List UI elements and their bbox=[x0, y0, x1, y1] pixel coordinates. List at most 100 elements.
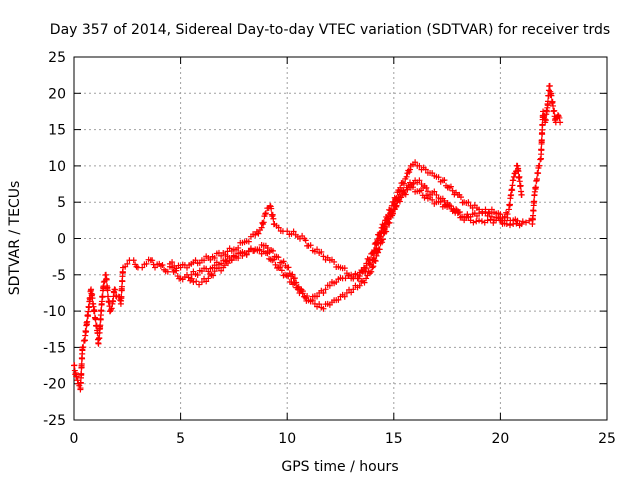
data-point bbox=[341, 293, 348, 300]
data-point bbox=[402, 191, 409, 198]
data-point bbox=[418, 187, 425, 194]
y-tick-label: -5 bbox=[52, 268, 66, 284]
data-point bbox=[531, 198, 538, 205]
data-point bbox=[519, 218, 526, 225]
data-point bbox=[390, 199, 397, 206]
data-point bbox=[416, 162, 423, 169]
data-point bbox=[356, 282, 363, 289]
data-point bbox=[363, 260, 370, 267]
data-point bbox=[437, 199, 444, 206]
data-point bbox=[275, 254, 282, 261]
data-point bbox=[198, 279, 205, 286]
data-point bbox=[159, 262, 166, 268]
data-point bbox=[441, 177, 448, 184]
data-point bbox=[381, 221, 388, 228]
data-point bbox=[367, 256, 374, 263]
data-point bbox=[270, 256, 277, 263]
x-tick-label: 20 bbox=[491, 431, 509, 447]
data-point bbox=[316, 301, 323, 308]
data-point bbox=[487, 216, 494, 223]
data-point bbox=[320, 253, 327, 260]
data-point bbox=[393, 203, 400, 210]
data-point bbox=[383, 223, 390, 230]
x-axis-label: GPS time / hours bbox=[281, 459, 398, 475]
data-point bbox=[459, 213, 466, 220]
data-point bbox=[285, 264, 292, 271]
data-point bbox=[309, 297, 316, 304]
data-point bbox=[450, 206, 457, 213]
data-point bbox=[433, 191, 440, 198]
data-point bbox=[307, 242, 314, 249]
data-point bbox=[396, 188, 403, 195]
data-point bbox=[517, 182, 524, 189]
data-point bbox=[326, 282, 333, 289]
data-point bbox=[258, 224, 265, 231]
data-point bbox=[124, 260, 131, 267]
data-point bbox=[143, 260, 150, 267]
y-tick-label: 5 bbox=[57, 195, 66, 211]
data-point bbox=[542, 116, 549, 123]
data-point bbox=[526, 217, 533, 224]
data-point bbox=[352, 271, 359, 278]
data-point bbox=[210, 272, 217, 279]
data-point bbox=[290, 228, 297, 235]
data-point bbox=[379, 239, 386, 246]
data-point bbox=[530, 207, 537, 214]
data-point bbox=[422, 166, 429, 173]
y-tick-label: -10 bbox=[43, 304, 66, 320]
data-point bbox=[348, 289, 355, 296]
y-tick-label: 10 bbox=[48, 159, 66, 175]
data-point bbox=[164, 268, 171, 275]
data-point bbox=[170, 268, 177, 275]
data-point bbox=[256, 246, 263, 253]
y-tick-label: 15 bbox=[48, 123, 66, 139]
data-point bbox=[218, 267, 225, 274]
tick-layer bbox=[73, 56, 608, 421]
data-point bbox=[361, 279, 368, 286]
data-point bbox=[335, 296, 342, 303]
data-point bbox=[268, 205, 275, 212]
data-point bbox=[383, 228, 390, 235]
data-point bbox=[374, 236, 381, 243]
grid-layer bbox=[74, 57, 607, 420]
data-point bbox=[399, 179, 406, 186]
data-point bbox=[373, 241, 380, 248]
data-point bbox=[423, 184, 430, 191]
data-point bbox=[556, 114, 563, 121]
data-point bbox=[211, 255, 218, 262]
data-point bbox=[409, 184, 416, 191]
y-tick-label: -15 bbox=[43, 340, 66, 356]
data-point bbox=[84, 318, 91, 325]
data-point bbox=[495, 215, 502, 222]
data-point bbox=[255, 230, 262, 237]
data-point bbox=[401, 180, 408, 187]
data-point bbox=[538, 146, 545, 153]
data-point bbox=[465, 214, 472, 221]
data-point bbox=[376, 246, 383, 253]
data-point bbox=[218, 260, 225, 267]
data-point bbox=[371, 257, 378, 264]
data-point bbox=[455, 209, 462, 216]
data-point bbox=[278, 267, 285, 274]
data-point bbox=[245, 238, 252, 245]
data-point bbox=[108, 305, 115, 312]
data-point bbox=[302, 237, 309, 244]
data-point bbox=[188, 271, 195, 278]
data-point bbox=[110, 298, 117, 305]
series-2 bbox=[188, 183, 525, 312]
data-point bbox=[83, 328, 90, 335]
data-point bbox=[416, 177, 423, 184]
y-tick-label: 20 bbox=[48, 86, 66, 102]
data-point bbox=[91, 308, 98, 315]
data-point bbox=[201, 257, 208, 264]
data-point bbox=[107, 308, 114, 315]
data-point bbox=[375, 249, 382, 256]
data-point bbox=[503, 209, 510, 216]
data-point bbox=[74, 377, 81, 384]
data-point bbox=[152, 264, 159, 271]
data-point bbox=[551, 107, 558, 114]
data-point bbox=[95, 340, 102, 347]
series-1 bbox=[166, 159, 525, 282]
data-point bbox=[482, 206, 489, 213]
